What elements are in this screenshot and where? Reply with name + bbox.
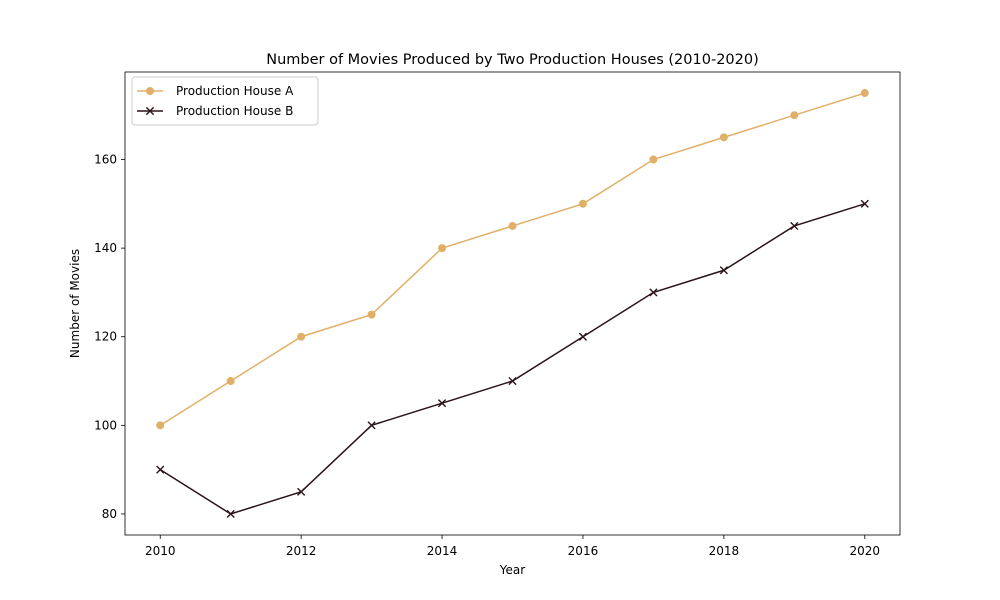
plot-area [156,89,869,519]
data-point [438,244,447,253]
x-tick-label: 2020 [849,544,880,558]
plot-frame [124,71,901,536]
x-axis-label: Year [499,563,525,577]
legend-marker [145,106,155,116]
data-point [226,377,235,386]
legend-entry: Production House B [137,104,293,118]
data-point [578,199,587,208]
y-tick-label: 100 [94,418,117,432]
data-point [860,89,869,98]
y-axis-label: Number of Movies [68,249,82,358]
data-point [437,399,447,408]
data-point [719,266,728,275]
chart-title: Number of Movies Produced by Two Product… [266,52,759,68]
data-point [367,310,376,319]
x-tick-label: 2012 [286,544,317,558]
data-point [719,133,728,142]
data-point [790,111,799,120]
x-tick-label: 2010 [145,544,176,558]
legend: Production House A Production House B [131,76,319,126]
data-point [508,221,517,230]
series-b [156,199,869,519]
legend-label: Production House B [176,104,293,118]
y-tick-label: 160 [94,153,117,167]
data-point [156,421,165,430]
data-point [226,509,235,519]
legend-entry: Production House A [137,84,294,98]
legend-label: Production House A [176,84,294,98]
data-point [578,332,588,341]
y-tick-label: 140 [94,241,117,255]
data-point [790,221,799,231]
x-axis: 2010 2012 2014 2016 2018 2020 [145,535,880,558]
y-tick-label: 120 [94,330,117,344]
data-point [649,288,658,297]
data-point [649,155,658,164]
x-tick-label: 2014 [427,544,458,558]
data-point [297,332,306,341]
data-point [860,199,869,208]
y-axis: 80 100 120 140 160 [94,153,125,521]
data-point [156,465,165,474]
data-point [297,487,306,496]
legend-marker [146,87,154,95]
data-point [367,421,376,430]
x-tick-label: 2016 [568,544,599,558]
data-point [508,376,517,386]
x-tick-label: 2018 [709,544,740,558]
y-tick-label: 80 [102,507,117,521]
legend-box [131,76,319,126]
series-a [156,89,869,430]
